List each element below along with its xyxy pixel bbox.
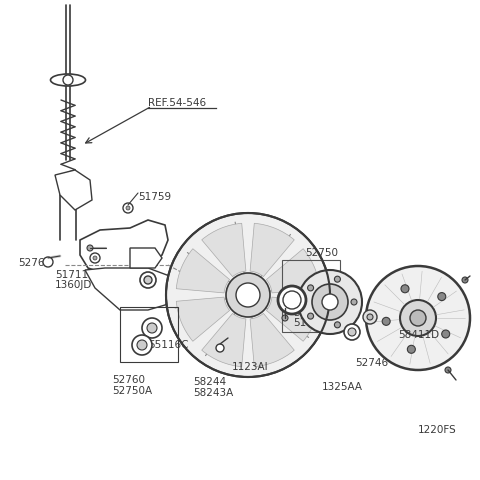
Text: 52750A: 52750A (112, 386, 152, 396)
Text: 1123AI: 1123AI (232, 362, 269, 372)
Text: 58411D: 58411D (398, 330, 439, 340)
Text: 51752: 51752 (293, 318, 326, 328)
Text: 55116C: 55116C (148, 340, 189, 350)
Text: 51759: 51759 (138, 192, 171, 202)
Circle shape (410, 310, 426, 326)
Circle shape (142, 318, 162, 338)
Text: 52760: 52760 (112, 375, 145, 385)
Circle shape (335, 276, 340, 282)
Circle shape (408, 345, 415, 353)
Circle shape (382, 317, 390, 325)
Wedge shape (176, 297, 229, 341)
Circle shape (298, 270, 362, 334)
Text: 1325AA: 1325AA (322, 382, 363, 392)
Text: 58244: 58244 (193, 377, 226, 387)
Wedge shape (202, 313, 246, 367)
Circle shape (132, 335, 152, 355)
Circle shape (144, 276, 152, 284)
Circle shape (335, 322, 340, 328)
Circle shape (351, 299, 357, 305)
Text: 51711: 51711 (55, 270, 88, 280)
Text: 52750: 52750 (305, 248, 338, 258)
Text: 58243A: 58243A (193, 388, 233, 398)
Circle shape (442, 330, 450, 338)
Text: 52752: 52752 (293, 308, 326, 318)
Wedge shape (266, 297, 320, 341)
Wedge shape (266, 249, 320, 293)
Wedge shape (202, 223, 246, 276)
Circle shape (123, 203, 133, 213)
Circle shape (348, 328, 356, 336)
Circle shape (93, 256, 97, 260)
Circle shape (400, 300, 436, 336)
Circle shape (126, 206, 130, 210)
Circle shape (226, 273, 270, 317)
Circle shape (43, 257, 53, 267)
Circle shape (63, 75, 73, 85)
Text: REF.54-546: REF.54-546 (148, 98, 206, 108)
Circle shape (87, 245, 93, 251)
Text: 52763: 52763 (18, 258, 51, 268)
Circle shape (367, 314, 373, 320)
Ellipse shape (50, 74, 85, 86)
Polygon shape (85, 268, 180, 310)
Circle shape (166, 213, 330, 377)
Circle shape (445, 367, 451, 373)
Polygon shape (55, 170, 92, 210)
Circle shape (216, 344, 224, 352)
Polygon shape (130, 248, 162, 268)
Bar (282, 260, 340, 332)
Circle shape (344, 324, 360, 340)
Circle shape (308, 285, 313, 291)
Circle shape (363, 310, 377, 324)
Circle shape (283, 291, 301, 309)
Polygon shape (80, 220, 168, 275)
Circle shape (140, 272, 156, 288)
Circle shape (366, 266, 470, 370)
Circle shape (236, 283, 260, 307)
Circle shape (282, 315, 288, 321)
Bar (120, 307, 178, 362)
Text: 1220FS: 1220FS (418, 425, 457, 435)
Wedge shape (250, 313, 294, 367)
Wedge shape (176, 249, 229, 293)
Text: 52746: 52746 (355, 358, 388, 368)
Wedge shape (250, 223, 294, 276)
Circle shape (137, 340, 147, 350)
Circle shape (462, 277, 468, 283)
Circle shape (401, 285, 409, 293)
Circle shape (438, 293, 446, 300)
Circle shape (312, 284, 348, 320)
Text: 1360JD: 1360JD (55, 280, 92, 290)
Circle shape (322, 294, 338, 310)
Circle shape (147, 323, 157, 333)
Circle shape (278, 286, 306, 314)
Circle shape (308, 313, 313, 319)
